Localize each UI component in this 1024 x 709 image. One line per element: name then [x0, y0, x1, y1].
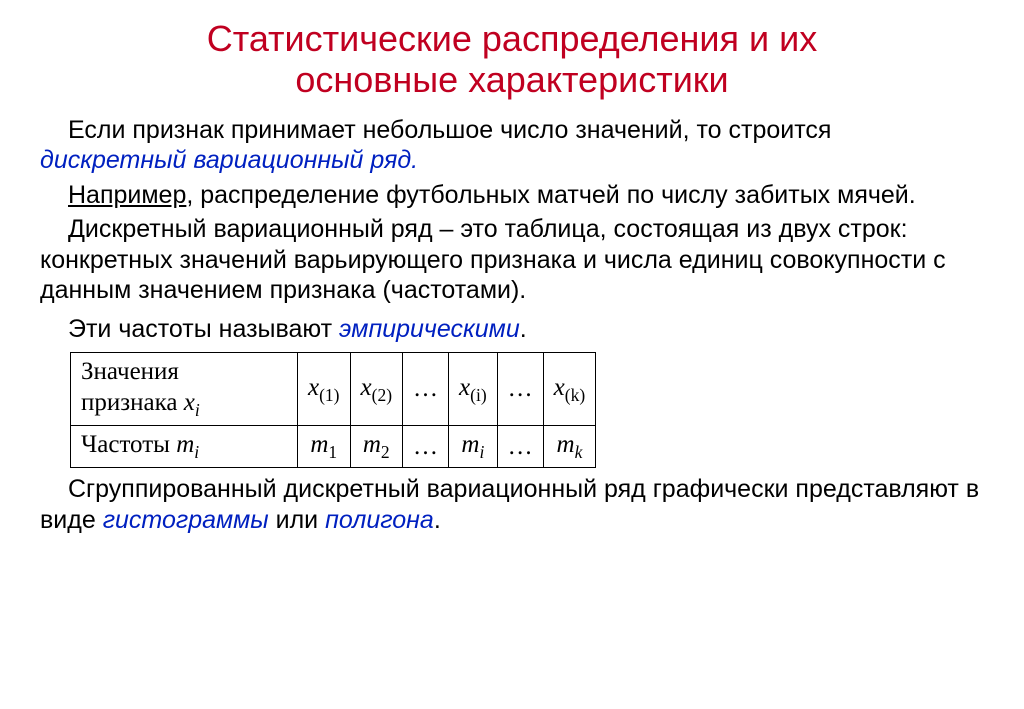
cell-m2: m2	[350, 426, 403, 468]
slide: Статистические распределения и их основн…	[0, 0, 1024, 709]
title-line-1: Статистические распределения и их	[207, 18, 818, 59]
cell-m6-v: m	[557, 431, 575, 458]
cell-m1-s: 1	[328, 442, 337, 462]
paragraph-2: Например, распределение футбольных матче…	[40, 180, 984, 211]
cell-x1-v: x	[308, 374, 319, 401]
row1-label: Значения признака xi	[71, 353, 298, 426]
cell-x4-v: x	[459, 374, 470, 401]
cell-m3-v: …	[413, 433, 438, 460]
conclusion-term2: полигона	[325, 506, 434, 534]
empir-text-c: .	[520, 315, 527, 343]
cell-m2-s: 2	[381, 442, 390, 462]
distribution-table: Значения признака xi x(1) x(2) … x(i) … …	[70, 352, 596, 468]
title-line-2: основные характеристики	[295, 59, 728, 100]
cell-m1: m1	[298, 426, 351, 468]
paragraph-3: Дискретный вариационный ряд – это таблиц…	[40, 214, 984, 306]
row1-var: x	[184, 389, 195, 416]
conclusion-mid: или	[269, 506, 325, 534]
cell-x5-v: …	[508, 375, 533, 402]
cell-m3: …	[403, 426, 449, 468]
cell-x1-s: (1)	[319, 385, 339, 405]
cell-x6-s: (k)	[565, 385, 585, 405]
row2-var: m	[176, 431, 194, 458]
table-row-freqs: Частоты mi m1 m2 … mi … mk	[71, 426, 596, 468]
cell-m4-s: i	[479, 442, 484, 462]
empir-term: эмпирическими	[339, 315, 520, 343]
para2-text: , распределение футбольных матчей по чис…	[186, 181, 915, 209]
row2-label-text: Частоты	[81, 431, 176, 458]
para2-underlined: Например	[68, 181, 186, 209]
slide-body: Если признак принимает небольшое число з…	[40, 115, 984, 536]
cell-x6-v: x	[554, 374, 565, 401]
cell-m5: …	[497, 426, 543, 468]
cell-m4-v: m	[461, 431, 479, 458]
slide-title: Статистические распределения и их основн…	[40, 18, 984, 101]
paragraph-empirical: Эти частоты называют эмпирическими.	[40, 314, 984, 345]
cell-m6: mk	[543, 426, 596, 468]
cell-m4: mi	[449, 426, 498, 468]
cell-m1-v: m	[310, 431, 328, 458]
row2-sub: i	[194, 442, 199, 462]
cell-x4-s: (i)	[470, 385, 487, 405]
cell-m2-v: m	[363, 431, 381, 458]
cell-x1: x(1)	[298, 353, 351, 426]
cell-x2-s: (2)	[372, 385, 392, 405]
row1-label-text: Значения признака	[81, 358, 184, 416]
cell-x3: …	[403, 353, 449, 426]
paragraph-conclusion: Сгруппированный дискретный вариационный …	[40, 474, 984, 535]
cell-x2: x(2)	[350, 353, 403, 426]
conclusion-end: .	[434, 506, 441, 534]
conclusion-term1: гистограммы	[103, 506, 269, 534]
cell-m6-s: k	[575, 442, 583, 462]
row1-sub: i	[195, 400, 200, 420]
cell-x6: x(k)	[543, 353, 596, 426]
para1-term: дискретный вариационный ряд.	[40, 146, 418, 174]
cell-x2-v: x	[361, 374, 372, 401]
cell-x4: x(i)	[449, 353, 498, 426]
paragraph-1: Если признак принимает небольшое число з…	[40, 115, 984, 176]
row2-label: Частоты mi	[71, 426, 298, 468]
cell-x5: …	[497, 353, 543, 426]
cell-m5-v: …	[508, 433, 533, 460]
para1-text: Если признак принимает небольшое число з…	[68, 116, 831, 144]
empir-text-a: Эти частоты называют	[68, 315, 339, 343]
cell-x3-v: …	[413, 375, 438, 402]
table-row-values: Значения признака xi x(1) x(2) … x(i) … …	[71, 353, 596, 426]
